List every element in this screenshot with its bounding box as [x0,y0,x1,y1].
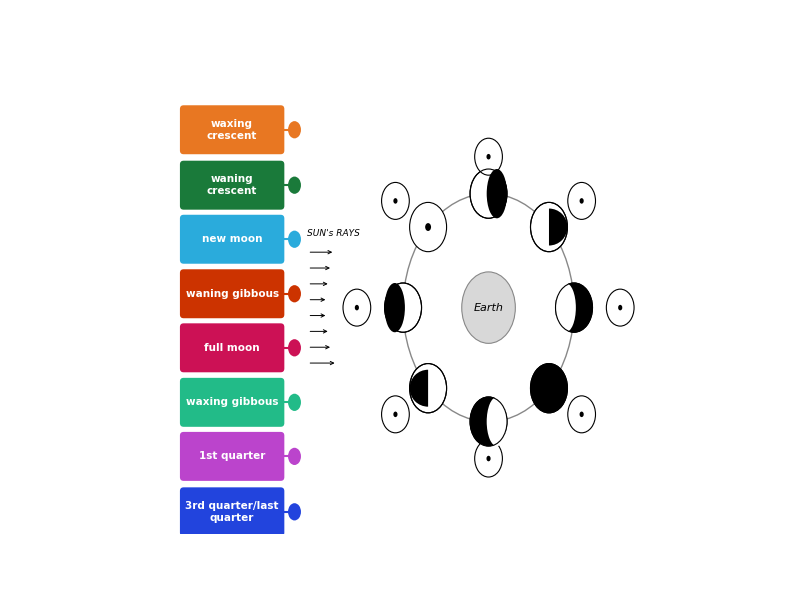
Ellipse shape [618,305,622,310]
Ellipse shape [555,283,576,332]
FancyBboxPatch shape [180,378,284,427]
Text: new moon: new moon [202,234,262,244]
Ellipse shape [382,396,410,433]
Ellipse shape [606,289,634,326]
Ellipse shape [385,283,422,332]
Ellipse shape [354,305,359,310]
Ellipse shape [288,285,301,302]
Ellipse shape [568,182,595,220]
FancyBboxPatch shape [180,323,284,372]
Ellipse shape [410,364,446,413]
Ellipse shape [288,503,301,520]
FancyBboxPatch shape [180,105,284,154]
Text: Earth: Earth [474,302,503,313]
Text: waxing
crescent: waxing crescent [207,119,258,140]
Ellipse shape [425,223,431,231]
Ellipse shape [579,198,584,203]
Ellipse shape [288,121,301,139]
Ellipse shape [343,289,370,326]
Ellipse shape [394,412,398,417]
Ellipse shape [394,198,398,203]
Ellipse shape [530,202,567,251]
Ellipse shape [470,397,507,446]
Text: 1st quarter: 1st quarter [199,451,266,461]
Ellipse shape [288,230,301,248]
Ellipse shape [530,364,567,413]
Ellipse shape [579,412,584,417]
Ellipse shape [486,154,490,160]
Ellipse shape [470,169,507,218]
FancyBboxPatch shape [180,161,284,209]
FancyBboxPatch shape [180,432,284,481]
Text: waning gibbous: waning gibbous [186,289,278,299]
Ellipse shape [486,169,507,218]
FancyBboxPatch shape [180,215,284,264]
FancyBboxPatch shape [180,487,284,536]
Ellipse shape [568,396,595,433]
Wedge shape [410,370,428,407]
Text: 3rd quarter/last
quarter: 3rd quarter/last quarter [186,501,279,523]
Ellipse shape [288,394,301,411]
Ellipse shape [288,176,301,194]
Ellipse shape [555,283,593,332]
Ellipse shape [385,283,405,332]
Ellipse shape [474,440,502,477]
Text: full moon: full moon [204,343,260,353]
Text: waning
crescent: waning crescent [207,175,258,196]
Ellipse shape [474,138,502,175]
Ellipse shape [288,448,301,465]
Ellipse shape [486,397,507,446]
Ellipse shape [462,272,515,343]
Ellipse shape [486,456,490,461]
Ellipse shape [288,339,301,356]
FancyBboxPatch shape [180,269,284,318]
Text: SUN's RAYS: SUN's RAYS [307,229,360,238]
Ellipse shape [410,202,446,251]
Wedge shape [549,209,567,245]
Ellipse shape [382,182,410,220]
Ellipse shape [530,364,567,413]
Ellipse shape [555,283,593,332]
Ellipse shape [470,397,507,446]
Text: waxing gibbous: waxing gibbous [186,397,278,407]
